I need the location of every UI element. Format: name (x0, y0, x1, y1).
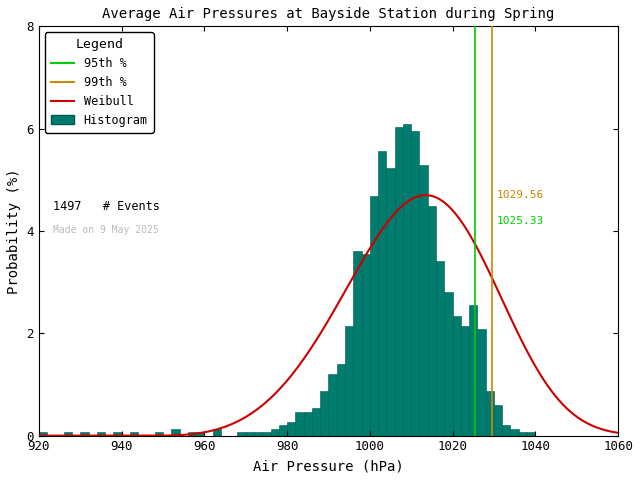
Weibull (597, 426, 605, 432)
Bar (387, 168, 395, 436)
Bar (279, 425, 287, 436)
Bar (527, 432, 535, 436)
99th % (488, 433, 496, 439)
Bar (362, 254, 370, 436)
Bar (287, 422, 296, 436)
Weibull (614, 430, 622, 436)
Bar (419, 165, 428, 436)
Title: Average Air Pressures at Bayside Station during Spring: Average Air Pressures at Bayside Station… (102, 7, 555, 21)
Weibull (65, 433, 72, 439)
Bar (296, 412, 303, 436)
X-axis label: Air Pressure (hPa): Air Pressure (hPa) (253, 459, 404, 473)
Legend: 95th %, 99th %, Weibull, Histogram: 95th %, 99th %, Weibull, Histogram (45, 32, 154, 132)
Y-axis label: Probability (%): Probability (%) (7, 168, 21, 294)
Bar (80, 432, 88, 436)
Bar (212, 429, 221, 436)
Bar (196, 432, 204, 436)
Bar (64, 432, 72, 436)
Bar (155, 432, 163, 436)
Bar (254, 432, 262, 436)
Bar (395, 127, 403, 436)
Bar (494, 405, 502, 436)
Weibull (598, 426, 605, 432)
Text: 1029.56: 1029.56 (496, 190, 543, 200)
Bar (477, 329, 486, 436)
Bar (452, 315, 461, 436)
Weibull (301, 354, 309, 360)
Weibull (35, 433, 43, 439)
Bar (303, 412, 312, 436)
Bar (172, 429, 180, 436)
Bar (469, 305, 477, 436)
Bar (271, 429, 279, 436)
Bar (370, 196, 378, 436)
Bar (461, 326, 469, 436)
Bar (262, 432, 271, 436)
99th % (488, 382, 496, 387)
Weibull (422, 192, 429, 198)
Weibull (492, 282, 499, 288)
Bar (312, 408, 320, 436)
Text: 1025.33: 1025.33 (496, 216, 543, 226)
Weibull (317, 330, 324, 336)
Line: Weibull: Weibull (39, 195, 618, 436)
Bar (246, 432, 254, 436)
Bar (130, 432, 138, 436)
Bar (237, 432, 246, 436)
Bar (436, 261, 444, 436)
95th % (471, 382, 479, 387)
Text: Made on 9 May 2025: Made on 9 May 2025 (53, 225, 159, 235)
Bar (353, 251, 362, 436)
Bar (444, 292, 452, 436)
Bar (337, 363, 345, 436)
Bar (345, 326, 353, 436)
Bar (39, 432, 47, 436)
Bar (486, 391, 494, 436)
95th % (471, 433, 479, 439)
Bar (502, 425, 511, 436)
Bar (511, 429, 519, 436)
Bar (519, 432, 527, 436)
Bar (113, 432, 122, 436)
Bar (412, 131, 419, 436)
Bar (320, 391, 328, 436)
Bar (328, 374, 337, 436)
Bar (188, 432, 196, 436)
Text: 1497   # Events: 1497 # Events (53, 200, 160, 213)
Bar (403, 124, 412, 436)
Bar (428, 206, 436, 436)
Bar (97, 432, 105, 436)
Bar (378, 151, 387, 436)
